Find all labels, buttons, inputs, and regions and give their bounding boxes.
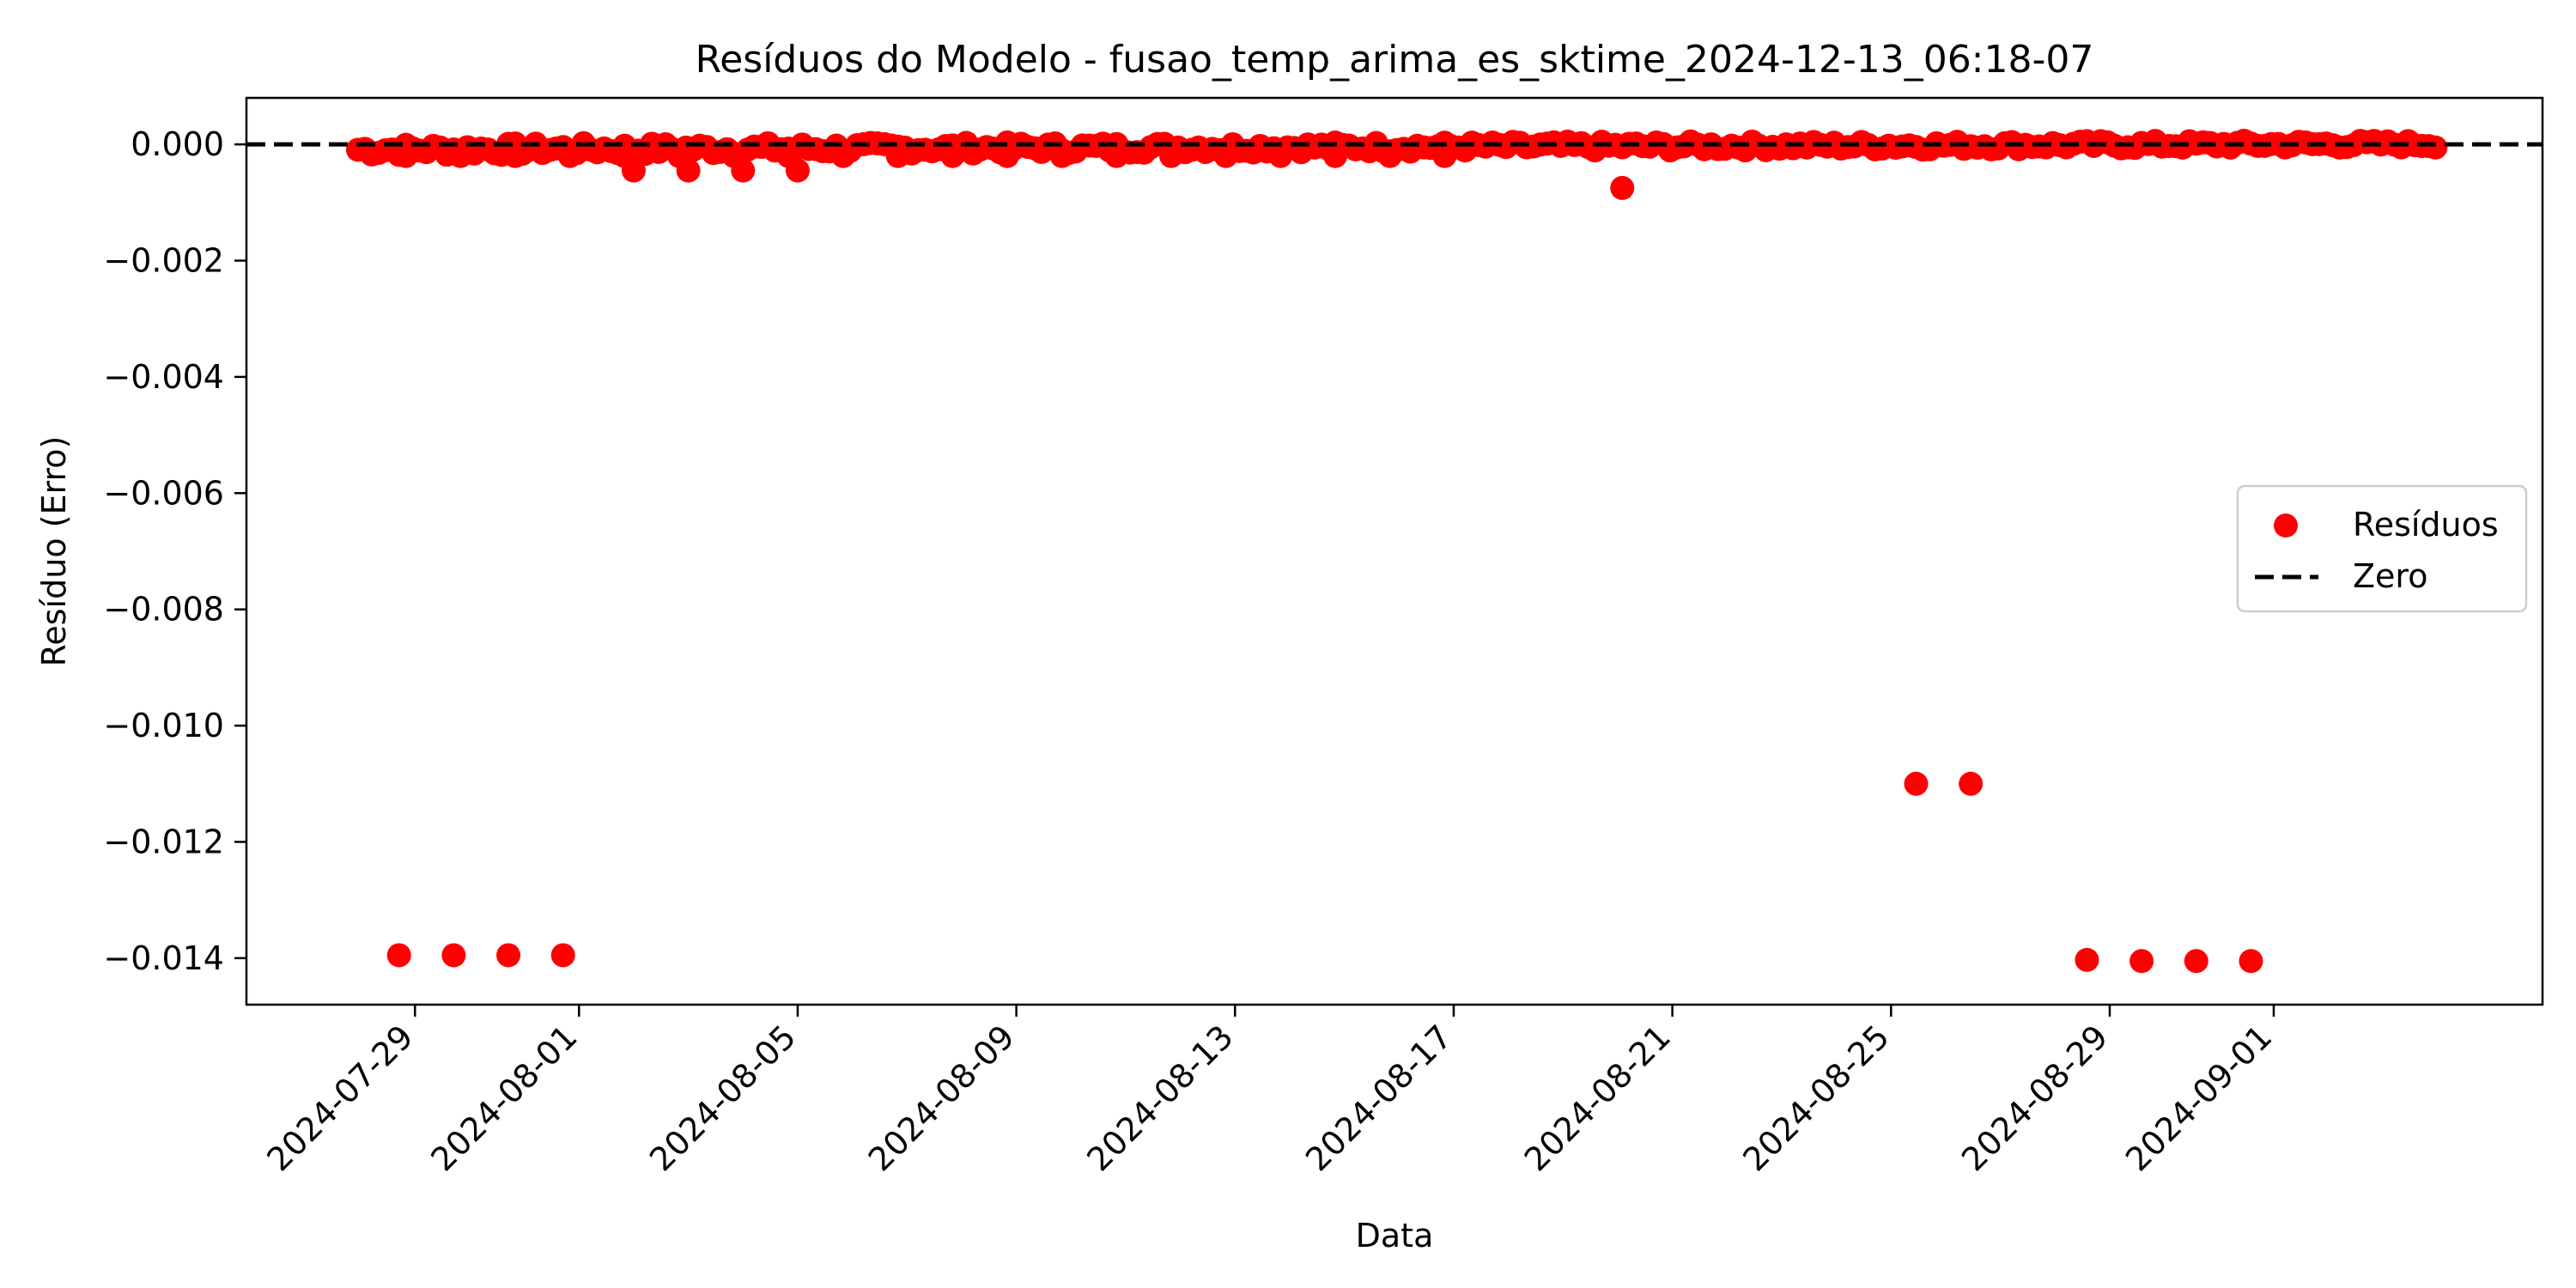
- residual-band-point-308: [557, 143, 582, 168]
- residual-point-2: [496, 943, 521, 968]
- residual-band-point-306: [448, 143, 473, 168]
- y-tick-label-7: −0.014: [103, 939, 224, 977]
- x-tick-label-6: 2024-08-21: [1517, 1018, 1678, 1178]
- legend-marker-residuos: [2274, 513, 2298, 538]
- y-tick-label-2: −0.004: [103, 358, 224, 396]
- x-tick-label-3: 2024-08-09: [861, 1018, 1022, 1178]
- chart-title: Resíduos do Modelo - fusao_temp_arima_es…: [696, 38, 2094, 82]
- y-tick-label-3: −0.006: [103, 474, 224, 512]
- residual-point-10: [2239, 949, 2263, 974]
- residual-point-7: [2075, 947, 2099, 972]
- residual-point-12: [676, 158, 701, 183]
- x-tick-label-8: 2024-08-29: [1954, 1018, 2115, 1178]
- residual-band-point-307: [503, 143, 528, 168]
- y-tick-label-4: −0.008: [103, 591, 224, 629]
- residual-band-point-316: [995, 143, 1020, 168]
- x-axis-label: Data: [1356, 1217, 1434, 1255]
- y-tick-label-0: 0.000: [131, 125, 224, 163]
- residuals-points: [386, 158, 2263, 974]
- residual-band-point-314: [885, 143, 910, 168]
- residual-band-point-315: [940, 143, 965, 168]
- y-axis: 0.000 −0.002 −0.004 −0.006 −0.008 −0.010 −0.01…: [103, 125, 246, 977]
- residual-point-14: [785, 158, 810, 183]
- x-tick-label-4: 2024-08-13: [1079, 1018, 1240, 1178]
- residual-band-point-319: [1159, 143, 1184, 168]
- residual-band-point-313: [831, 143, 856, 168]
- x-tick-label-7: 2024-08-25: [1735, 1018, 1896, 1178]
- y-tick-label-1: −0.002: [103, 242, 224, 280]
- y-axis-label: Resíduo (Erro): [35, 436, 73, 667]
- x-axis: 2024-07-29 2024-08-01 2024-08-05 2024-08-09…: [259, 1005, 2279, 1179]
- residual-point-5: [1904, 771, 1929, 796]
- legend-label-zero: Zero: [2353, 557, 2427, 595]
- x-tick-label-2: 2024-08-05: [642, 1018, 803, 1178]
- residual-point-11: [621, 158, 646, 183]
- residual-point-6: [1959, 771, 1984, 796]
- residual-point-0: [386, 943, 411, 968]
- x-tick-label-9: 2024-09-01: [2118, 1018, 2279, 1178]
- residual-point-1: [441, 943, 466, 968]
- residual-point-13: [731, 158, 756, 183]
- residuals-band: [345, 128, 2448, 168]
- residual-point-4: [1610, 175, 1635, 200]
- residual-point-3: [550, 943, 575, 968]
- y-tick-label-6: −0.012: [103, 823, 224, 860]
- plot-area: [245, 96, 2544, 1006]
- x-tick-label-0: 2024-07-29: [259, 1018, 420, 1178]
- x-tick-label-1: 2024-08-01: [423, 1018, 584, 1178]
- residual-band-point-323: [1377, 143, 1402, 168]
- legend: Resíduos Zero: [2236, 484, 2528, 613]
- residual-point-8: [2129, 949, 2154, 974]
- residual-band-point-324: [1432, 143, 1457, 168]
- x-tick-label-5: 2024-08-17: [1298, 1018, 1459, 1178]
- residual-band-point-321: [1268, 143, 1293, 168]
- legend-box: [2236, 484, 2528, 613]
- residual-band-point-320: [1213, 143, 1238, 168]
- residual-band-point-304: [2423, 135, 2448, 160]
- y-tick-label-5: −0.010: [103, 707, 224, 744]
- legend-label-residuos: Resíduos: [2353, 506, 2499, 544]
- residual-band-point-318: [1104, 143, 1129, 168]
- residual-band-point-322: [1323, 143, 1348, 168]
- residual-band-point-317: [1049, 143, 1074, 168]
- residual-point-9: [2184, 949, 2208, 974]
- plot-frame: [245, 96, 2544, 1006]
- residual-band-point-305: [393, 143, 418, 168]
